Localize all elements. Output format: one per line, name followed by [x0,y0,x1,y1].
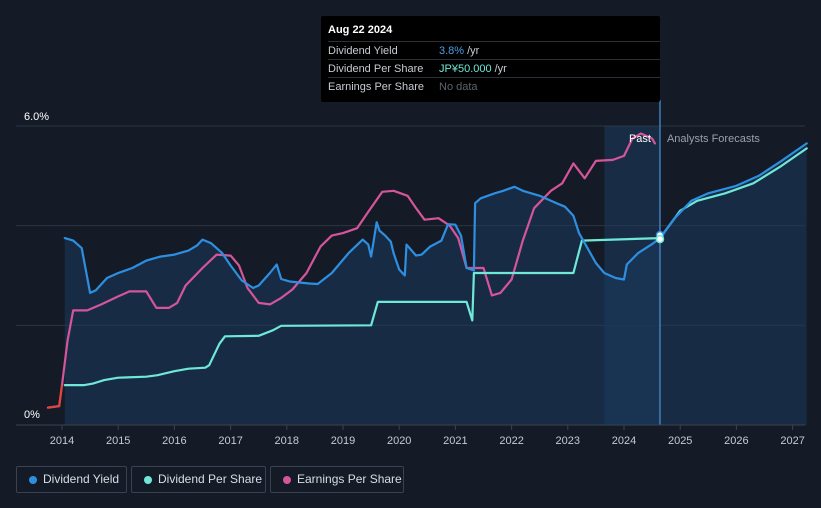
x-tick-label: 2017 [218,435,242,447]
legend-dividend-per-share[interactable]: Dividend Per Share [131,466,266,493]
dot-icon [144,476,152,484]
x-tick-label: 2016 [162,435,186,447]
legend-label: Earnings Per Share [297,472,402,486]
x-tick-label: 2024 [612,435,636,447]
legend-label: Dividend Yield [43,472,120,486]
legend-label: Dividend Per Share [158,472,263,486]
dividend-yield-area [64,143,807,425]
dot-icon [29,476,37,484]
y-tick-label: 6.0% [24,111,49,123]
tooltip-row-dividend-yield: Dividend Yield 3.8%/yr [328,41,660,60]
y-tick-label: 0% [24,409,40,421]
x-tick-label: 2023 [556,435,580,447]
earnings-per-share-line [46,132,656,409]
legend-dividend-yield[interactable]: Dividend Yield [16,466,127,493]
tooltip-label: Earnings Per Share [328,81,424,93]
tooltip-date: Aug 22 2024 [328,24,393,36]
x-tick-label: 2025 [668,435,692,447]
tooltip-row-dividend-per-share: Dividend Per Share JP¥50.000/yr [328,59,660,78]
tooltip: Aug 22 2024 Dividend Yield 3.8%/yr Divid… [321,16,660,102]
tooltip-value: JP¥50.000/yr [439,63,507,75]
legend-earnings-per-share[interactable]: Earnings Per Share [270,466,404,493]
tooltip-label: Dividend Per Share [328,63,424,75]
x-tick-label: 2026 [724,435,748,447]
x-tick-label: 2014 [50,435,74,447]
x-tick-label: 2021 [443,435,467,447]
x-tick-label: 2027 [780,435,804,447]
x-tick-label: 2019 [331,435,355,447]
analysts-forecasts-label: Analysts Forecasts [667,133,760,145]
x-tick-label: 2022 [499,435,523,447]
tooltip-row-earnings-per-share: Earnings Per Share No data [328,77,660,96]
dividend-yield-line [63,142,808,294]
dividend-per-share-marker [655,234,665,244]
x-tick-label: 2020 [387,435,411,447]
earnings-negative-segment [47,384,64,409]
tooltip-value: No data [439,81,478,93]
x-tick-label: 2015 [106,435,130,447]
past-label: Past [629,133,651,145]
dot-icon [283,476,291,484]
x-tick-label: 2018 [275,435,299,447]
tooltip-value: 3.8%/yr [439,45,480,57]
tooltip-label: Dividend Yield [328,45,398,57]
